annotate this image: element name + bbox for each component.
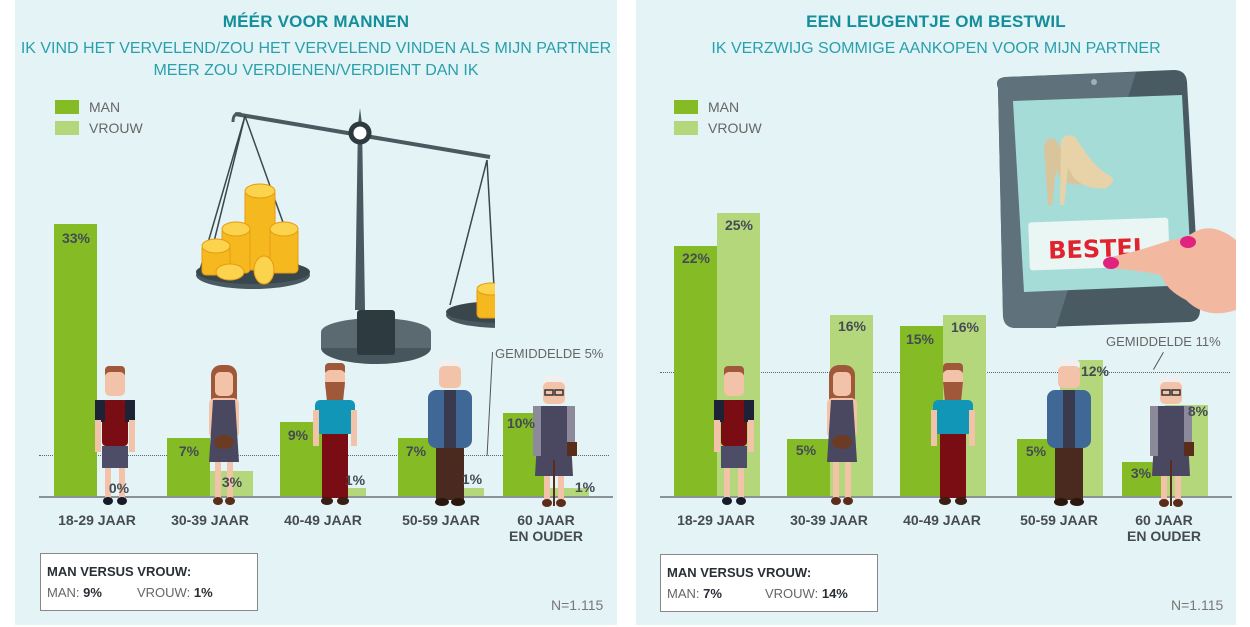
average-label: GEMIDDELDE 11% bbox=[1106, 334, 1221, 349]
value-vrouw-40-49: 16% bbox=[950, 319, 980, 335]
value-vrouw-60plus: 8% bbox=[1187, 403, 1209, 419]
value-man-30-39: 5% bbox=[795, 442, 817, 458]
summary-values: MAN: 9% VROUW: 1% bbox=[47, 585, 213, 600]
category-label-50-59: 50-59 JAAR bbox=[402, 512, 480, 528]
right-chart-subtitle: IK VERZWIJG SOMMIGE AANKOPEN VOOR MIJN P… bbox=[711, 40, 1161, 57]
value-vrouw-30-39: 16% bbox=[837, 318, 867, 334]
summary-box: MAN VERSUS VROUW: MAN: 7% VROUW: 14% bbox=[660, 554, 878, 612]
value-man-60plus: 10% bbox=[506, 415, 536, 431]
summary-vrouw-value: 14% bbox=[821, 586, 848, 601]
person-older-man-icon bbox=[1047, 359, 1091, 506]
bar-man-30-39 bbox=[167, 438, 210, 496]
person-older-man-icon bbox=[428, 359, 472, 506]
bar-man-30-39 bbox=[787, 439, 830, 496]
average-pointer bbox=[1153, 352, 1164, 370]
value-vrouw-50-59: 1% bbox=[461, 471, 483, 487]
value-vrouw-40-49: 1% bbox=[344, 472, 366, 488]
summary-title: MAN VERSUS VROUW: bbox=[667, 565, 812, 580]
person-bearded-man-icon bbox=[931, 363, 975, 505]
right-chart-panel: EEN LEUGENTJE OM BESTWIL IK VERZWIJG SOM… bbox=[636, 0, 1236, 625]
summary-man-value: 9% bbox=[83, 585, 102, 600]
category-label-18-29: 18-29 JAAR bbox=[58, 512, 136, 528]
category-label-60plus: 60 JAAR EN OUDER bbox=[1127, 512, 1201, 544]
value-man-18-29: 33% bbox=[61, 230, 91, 246]
summary-values: MAN: 7% VROUW: 14% bbox=[667, 586, 848, 601]
person-older-woman-icon bbox=[1150, 375, 1194, 507]
value-vrouw-18-29: 25% bbox=[724, 217, 754, 233]
category-label-60plus: 60 JAAR EN OUDER bbox=[509, 512, 583, 544]
left-chart-subtitle: IK VIND HET VERVELEND/ZOU HET VERVELEND … bbox=[20, 40, 612, 79]
bar-man-50-59 bbox=[1017, 439, 1060, 496]
value-man-40-49: 15% bbox=[905, 331, 935, 347]
person-young-man-icon bbox=[95, 366, 135, 505]
value-vrouw-30-39: 3% bbox=[221, 474, 243, 490]
person-young-man-icon bbox=[714, 366, 754, 505]
category-label-50-59: 50-59 JAAR bbox=[1020, 512, 1098, 528]
right-chart-title: EEN LEUGENTJE OM BESTWIL bbox=[806, 12, 1066, 31]
legend-item-man: MAN bbox=[55, 96, 143, 117]
value-man-50-59: 7% bbox=[405, 443, 427, 459]
value-man-60plus: 3% bbox=[1130, 465, 1152, 481]
category-label-30-39: 30-39 JAAR bbox=[790, 512, 868, 528]
vrouw-swatch bbox=[55, 120, 79, 135]
value-man-40-49: 9% bbox=[287, 427, 309, 443]
sample-size-label: N=1.115 bbox=[551, 597, 604, 613]
value-vrouw-18-29: 0% bbox=[108, 480, 130, 496]
summary-man-value: 7% bbox=[703, 586, 722, 601]
man-swatch bbox=[55, 99, 79, 114]
person-bearded-man-icon bbox=[313, 363, 357, 505]
value-vrouw-60plus: 1% bbox=[574, 479, 596, 495]
bar-man-18-29 bbox=[674, 246, 717, 496]
value-man-18-29: 22% bbox=[681, 250, 711, 266]
legend-item-vrouw: VROUW bbox=[55, 117, 143, 138]
right-legend: MAN VROUW bbox=[674, 96, 762, 138]
average-label: GEMIDDELDE 5% bbox=[495, 346, 604, 361]
vrouw-swatch bbox=[674, 120, 698, 135]
man-swatch bbox=[674, 99, 698, 114]
tablet-shopping-icon: BESTEL bbox=[997, 70, 1236, 328]
left-legend: MAN VROUW bbox=[55, 96, 143, 138]
left-chart-panel: MÉÉR VOOR MANNEN IK VIND HET VERVELEND/Z… bbox=[15, 0, 617, 625]
left-chart-title: MÉÉR VOOR MANNEN bbox=[222, 12, 410, 31]
category-label-30-39: 30-39 JAAR bbox=[171, 512, 249, 528]
value-man-30-39: 7% bbox=[178, 443, 200, 459]
legend-item-vrouw: VROUW bbox=[674, 117, 762, 138]
bar-man-18-29 bbox=[54, 224, 97, 496]
person-young-woman-icon bbox=[209, 365, 239, 505]
summary-title: MAN VERSUS VROUW: bbox=[47, 564, 192, 579]
value-vrouw-50-59: 12% bbox=[1080, 363, 1110, 379]
balance-scale-icon bbox=[196, 108, 495, 364]
category-label-40-49: 40-49 JAAR bbox=[284, 512, 362, 528]
value-man-50-59: 5% bbox=[1025, 443, 1047, 459]
category-label-18-29: 18-29 JAAR bbox=[677, 512, 755, 528]
person-young-woman-icon bbox=[827, 365, 857, 505]
sample-size-label: N=1.115 bbox=[1171, 597, 1224, 613]
legend-item-man: MAN bbox=[674, 96, 762, 117]
summary-vrouw-value: 1% bbox=[193, 585, 213, 600]
summary-box: MAN VERSUS VROUW: MAN: 9% VROUW: 1% bbox=[40, 553, 258, 611]
bar-vrouw-60plus bbox=[546, 488, 589, 496]
person-older-woman-icon bbox=[533, 375, 577, 507]
category-label-40-49: 40-49 JAAR bbox=[903, 512, 981, 528]
